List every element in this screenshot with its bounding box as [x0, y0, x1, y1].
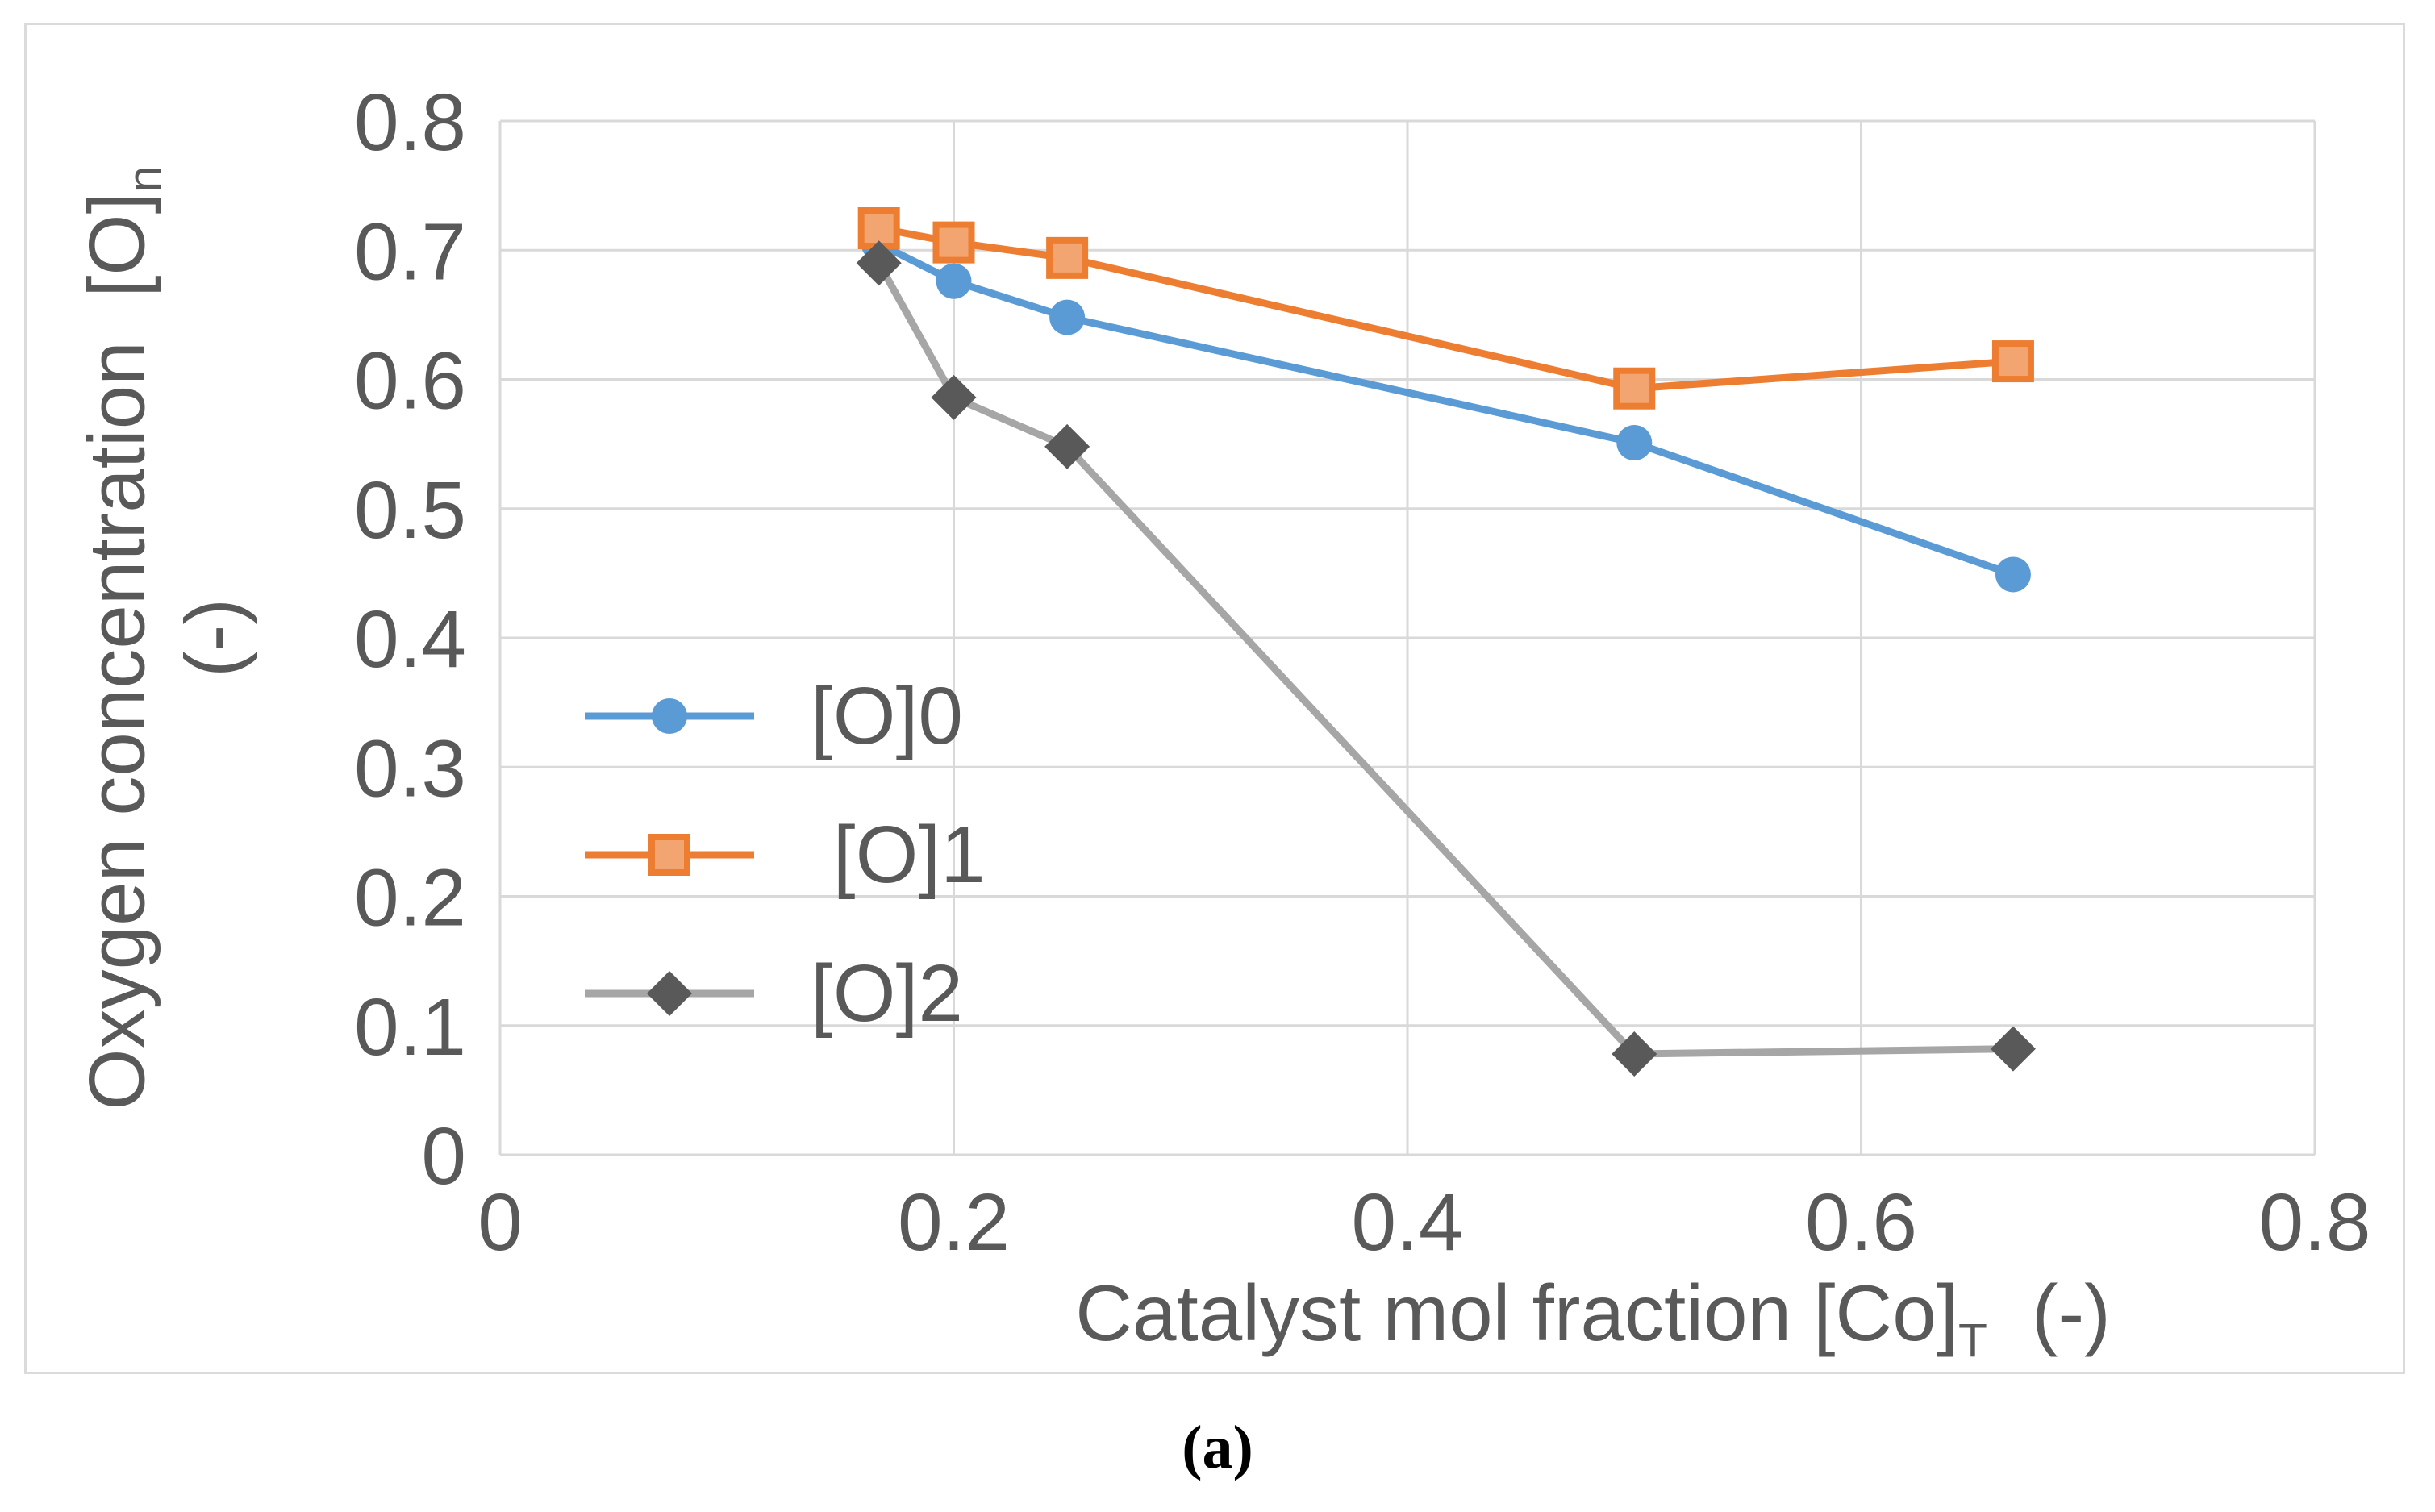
- data-point-square: [1613, 367, 1656, 410]
- chart-legend: [O]0 [O]1 [O]2: [585, 647, 986, 1063]
- data-point-diamond: [931, 374, 977, 420]
- data-point-diamond: [647, 971, 692, 1016]
- series-line-[O]0: [875, 240, 2017, 578]
- y-tick-label: 0.3: [354, 723, 466, 814]
- y-tick-label: 0.8: [354, 77, 466, 168]
- x-axis-unit: (-): [2031, 1268, 2111, 1357]
- y-axis-subscript: n: [119, 165, 172, 193]
- legend-label: [O]0: [811, 671, 963, 761]
- legend-label: [O]2: [811, 948, 963, 1039]
- x-axis-title: Catalyst mol fraction [Co]T (-): [1075, 1268, 2111, 1364]
- legend-label: [O]1: [811, 810, 986, 900]
- legend-marker-diamond-icon: [585, 971, 754, 1016]
- y-tick-label: 0.1: [354, 982, 466, 1073]
- x-tick-label: 0.2: [898, 1177, 1010, 1268]
- x-tick-label: 0: [477, 1177, 523, 1268]
- data-point-circle: [1995, 556, 2031, 593]
- data-point-square: [1046, 236, 1089, 279]
- data-point-circle: [936, 263, 972, 299]
- data-point-square: [932, 221, 975, 264]
- legend-item-O1: [O]1: [585, 785, 986, 924]
- legend-marker-square-icon: [585, 834, 754, 876]
- x-tick-label: 0.8: [2258, 1177, 2370, 1268]
- y-tick-label: 0.4: [354, 594, 466, 685]
- data-point-square: [1991, 340, 2034, 383]
- data-point-diamond: [856, 240, 902, 286]
- legend-item-O0: [O]0: [585, 647, 986, 785]
- x-tick-label: 0.6: [1805, 1177, 1917, 1268]
- y-axis-title-text: Oxygen concentration [O]n: [72, 165, 172, 1110]
- y-axis-unit: (-): [169, 598, 257, 677]
- legend-item-O2: [O]2: [585, 924, 986, 1063]
- data-point-diamond: [1044, 423, 1090, 469]
- x-axis-title-text: Catalyst mol fraction [Co]: [1075, 1268, 1958, 1357]
- data-point-circle: [1616, 425, 1653, 461]
- series-line-[O]2: [875, 259, 2017, 1058]
- y-axis-title: Oxygen concentration [O]n (-): [69, 165, 261, 1110]
- data-point-circle: [652, 698, 687, 734]
- data-point-diamond: [1612, 1031, 1657, 1077]
- x-axis-subscript: T: [1958, 1314, 1987, 1368]
- y-tick-label: 0.6: [354, 336, 466, 427]
- data-point-square: [857, 207, 900, 250]
- chart-frame: [24, 23, 2405, 1374]
- y-tick-label: 0.2: [354, 853, 466, 943]
- subfigure-label: (a): [0, 1413, 2435, 1483]
- legend-marker-circle-icon: [585, 698, 754, 734]
- y-tick-label: 0.7: [354, 206, 466, 297]
- y-tick-label: 0: [421, 1111, 466, 1202]
- data-point-square: [648, 834, 690, 876]
- subfigure-label-text: (a): [1182, 1414, 1253, 1481]
- x-tick-label: 0.4: [1351, 1177, 1463, 1268]
- data-point-circle: [1049, 299, 1086, 335]
- data-point-diamond: [1990, 1026, 2036, 1072]
- y-tick-label: 0.5: [354, 465, 466, 556]
